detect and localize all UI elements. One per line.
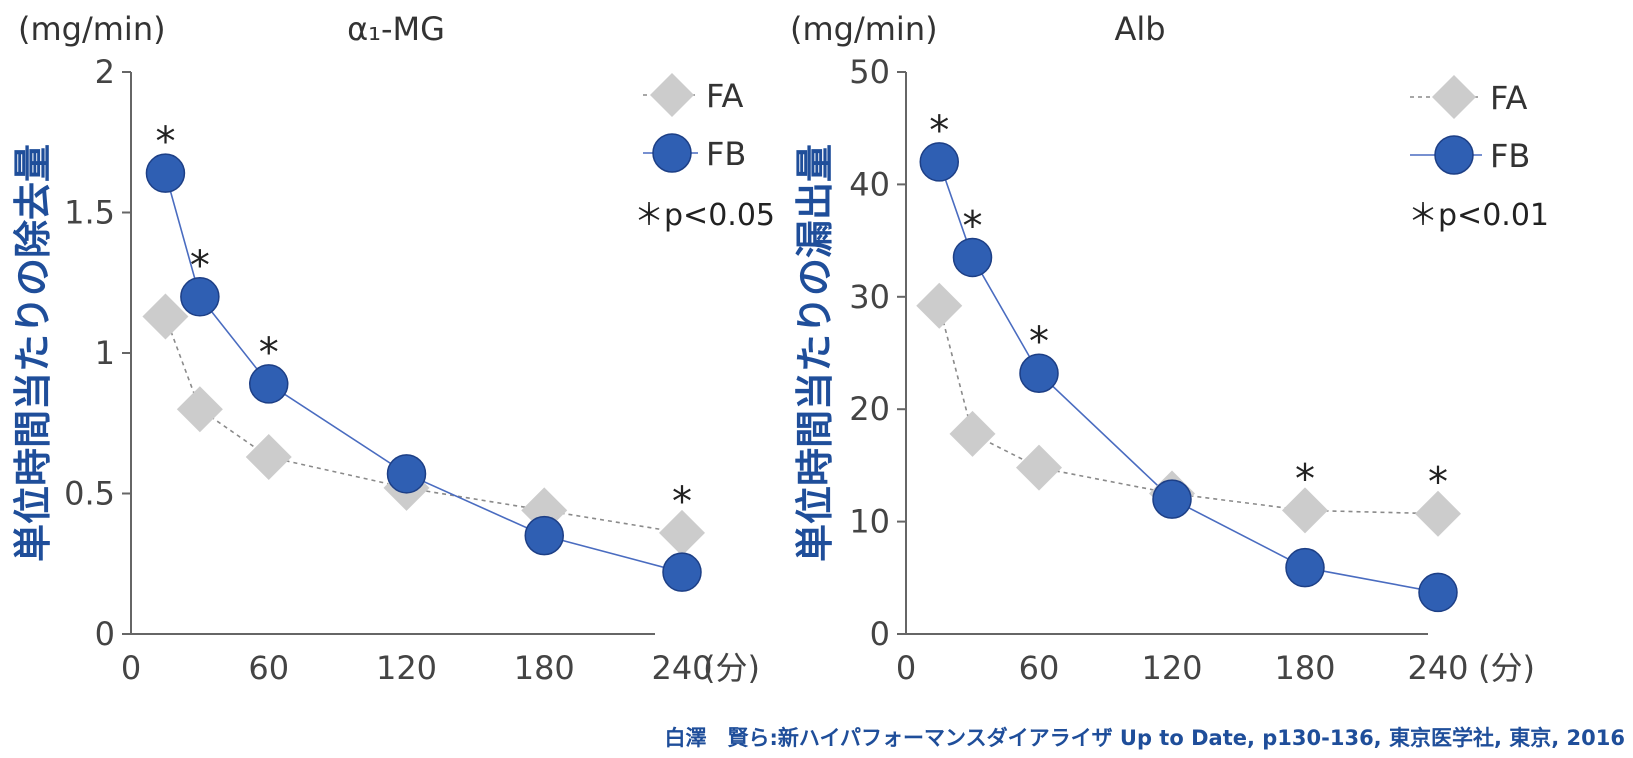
x-tick-label: 0 [896, 649, 916, 687]
x-tick-label: 60 [248, 649, 289, 687]
data-point-fb [524, 515, 564, 556]
data-point-fa [1016, 444, 1062, 491]
data-point-fb [386, 454, 427, 494]
x-tick-label: 0 [121, 649, 141, 687]
x-unit-label: (分) [703, 649, 760, 687]
legend-label-fa: FA [1490, 79, 1527, 117]
significance-mark: * [1428, 460, 1448, 506]
y-tick-label: 40 [849, 165, 890, 203]
data-point-fb [1418, 572, 1458, 613]
data-point-fb [952, 237, 993, 278]
data-point-fa [176, 386, 223, 433]
data-point-fb [180, 277, 220, 317]
chart-panel-2: 0 10 20 30 40 50 0 60 120 180 240 (分) (mg/min) Alb 単位時… [790, 10, 1549, 687]
significance-mark: * [190, 243, 210, 289]
series-line-fa [938, 305, 1439, 515]
data-point-fa [142, 293, 189, 340]
y-tick-label: 0 [95, 615, 115, 653]
legend-label-fb: FB [706, 135, 746, 173]
data-point-fa [245, 433, 292, 480]
x-tick-label: 240 [1407, 649, 1468, 687]
y-tick-label: 0 [870, 615, 890, 653]
x-unit-label: (分) [1478, 649, 1535, 687]
chart-title: Alb [1114, 10, 1165, 48]
significance-note: ＊p<0.01 [1408, 198, 1549, 233]
significance-mark: * [155, 119, 175, 165]
y-tick-label: 2 [95, 53, 115, 91]
significance-mark: * [1295, 456, 1315, 502]
x-tick-label: 240 [651, 649, 712, 687]
legend-marker-fb [1434, 135, 1474, 175]
significance-mark: * [259, 330, 279, 376]
data-point-fb [662, 552, 702, 592]
data-point-fa [949, 410, 996, 457]
y-axis-label: 単位時間当たりの漏出量 [793, 144, 837, 562]
x-tick-label: 120 [1141, 649, 1202, 687]
y-tick-label: 0.5 [64, 475, 115, 513]
data-point-fa [916, 282, 963, 329]
data-point-fb [249, 364, 289, 404]
legend-marker-fa [1432, 75, 1476, 119]
significance-note: ＊p<0.05 [634, 198, 775, 233]
data-point-fb [919, 142, 959, 182]
legend-label-fa: FA [706, 77, 743, 115]
data-point-fa [1282, 487, 1328, 534]
y-unit-label: (mg/min) [790, 10, 938, 48]
significance-mark: * [672, 479, 692, 525]
data-point-fa [1415, 490, 1461, 537]
significance-mark: * [1029, 319, 1049, 365]
x-tick-label: 180 [514, 649, 575, 687]
series-line-fa [164, 316, 683, 534]
series-line-fb [938, 161, 1439, 594]
y-tick-label: 50 [849, 53, 890, 91]
data-point-fb [145, 153, 186, 193]
source-credit: 白澤 賢ら:新ハイパフォーマンスダイアライザ Up to Date, p130-… [664, 726, 1625, 750]
data-point-fb [1019, 353, 1059, 393]
y-tick-label: 1 [95, 334, 115, 372]
data-point-fb [1285, 547, 1325, 588]
chart-title: α₁-MG [347, 10, 445, 48]
chart-panel-1: 0 0.5 1 1.5 2 0 60 120 180 240(分) (mg/min) α₁-MG 単位時… [11, 10, 775, 687]
y-tick-label: 10 [849, 503, 890, 541]
legend-label-fb: FB [1490, 137, 1530, 175]
x-tick-label: 180 [1274, 649, 1335, 687]
y-tick-label: 1.5 [64, 194, 115, 232]
legend-marker-fb [652, 133, 692, 173]
significance-mark: * [929, 108, 949, 154]
series-line-fb [164, 172, 683, 573]
y-tick-label: 20 [849, 390, 890, 428]
y-unit-label: (mg/min) [18, 10, 166, 48]
significance-mark: * [963, 203, 983, 249]
x-tick-label: 120 [376, 649, 437, 687]
data-point-fb [1152, 479, 1192, 519]
y-axis-label: 単位時間当たりの除去量 [11, 144, 55, 562]
data-point-fa [659, 509, 705, 556]
legend-marker-fa [650, 73, 694, 117]
x-tick-label: 60 [1019, 649, 1060, 687]
y-tick-label: 30 [849, 278, 890, 316]
